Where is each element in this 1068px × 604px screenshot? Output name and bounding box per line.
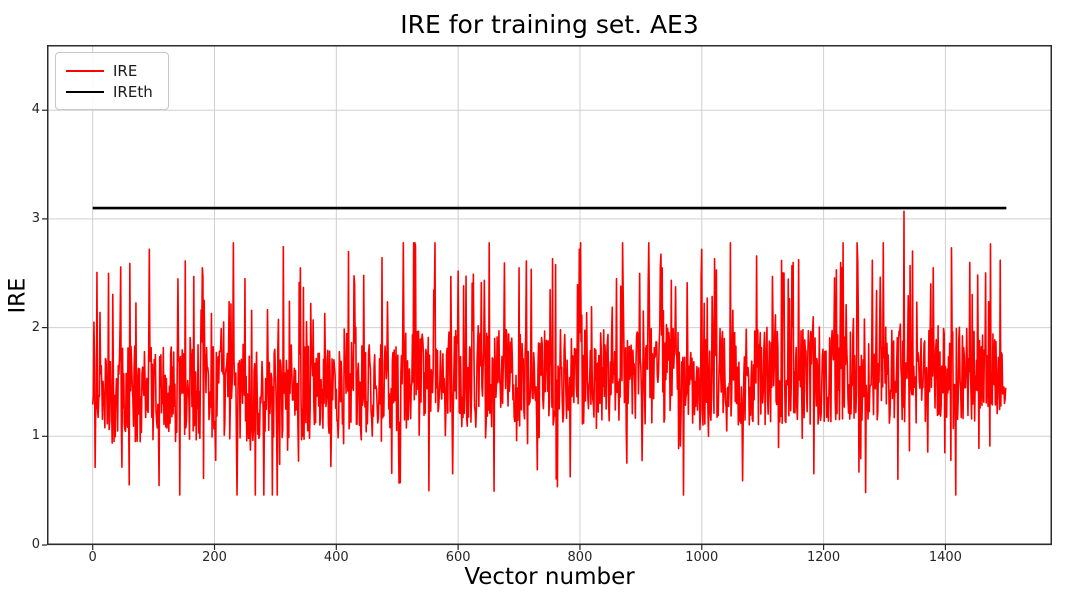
legend-entry-ireth: IREth <box>66 81 158 102</box>
legend-line-sample-ireth <box>66 90 104 93</box>
legend-entry-ire: IRE <box>66 60 158 81</box>
y-tick-label: 3 <box>31 210 40 226</box>
x-tick-label: 0 <box>88 550 97 565</box>
axis-ticks <box>42 109 947 550</box>
x-tick-label: 1400 <box>928 550 962 565</box>
x-tick-label: 1000 <box>685 550 719 565</box>
y-tick-label: 0 <box>31 537 40 552</box>
x-tick-label: 1200 <box>807 550 841 565</box>
data-series <box>91 206 1007 496</box>
plot-area <box>42 45 1052 550</box>
x-tick-label: 600 <box>445 550 471 565</box>
y-axis-label: IRE <box>0 45 36 545</box>
y-tick-label: 2 <box>31 319 40 335</box>
x-tick-label: 800 <box>567 550 593 565</box>
legend-line-sample-ire <box>66 69 104 72</box>
y-tick-label: 1 <box>31 428 40 444</box>
y-axis-label-text: IRE <box>5 277 31 313</box>
chart-title: IRE for training set. AE3 <box>400 10 699 39</box>
x-tick-label: 200 <box>202 550 227 565</box>
legend: IRE IREth <box>55 52 169 110</box>
x-tick-label: 400 <box>323 550 349 565</box>
x-axis-label: Vector number <box>464 564 635 590</box>
legend-label-ire: IRE <box>113 61 138 80</box>
legend-label-ireth: IREth <box>113 82 153 101</box>
plot-border <box>47 45 1052 545</box>
y-tick-label: 4 <box>31 102 40 118</box>
